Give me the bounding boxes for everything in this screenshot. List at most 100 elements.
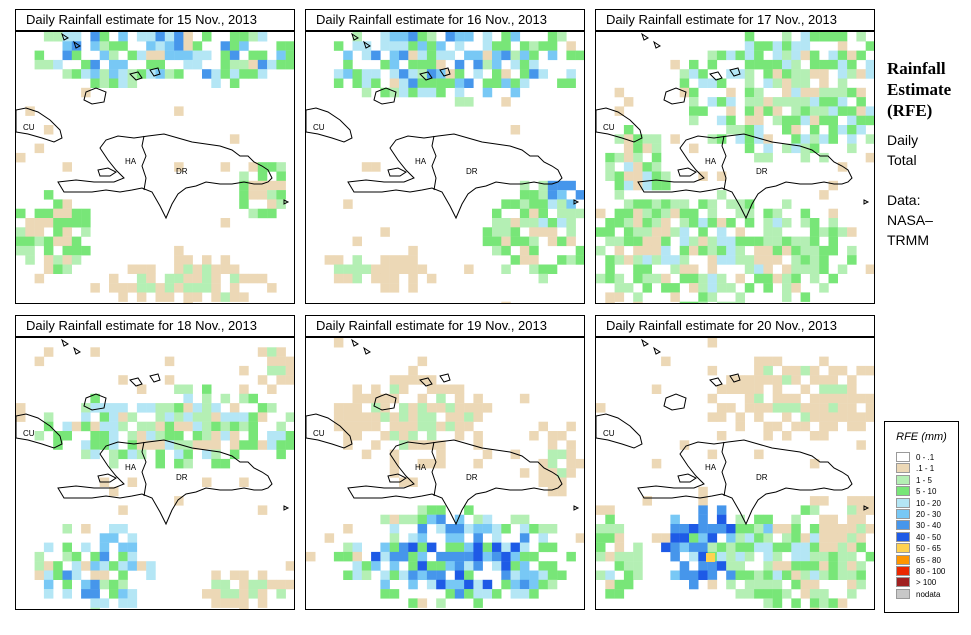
rainfall-cell (239, 393, 249, 404)
rainfall-cell (501, 561, 511, 571)
rainfall-cell (800, 264, 811, 274)
rainfall-cell (220, 162, 231, 172)
rainfall-cell (819, 78, 829, 88)
rainfall-cell (819, 283, 829, 293)
rainfall-cell (464, 524, 474, 534)
rainfall-cell (707, 273, 718, 284)
rainfall-cell (538, 524, 548, 534)
rainfall-cell (501, 570, 511, 580)
rainfall-cell (763, 106, 773, 116)
rainfall-cell (809, 561, 820, 571)
rainfall-cell (557, 449, 567, 460)
rainfall-cell (257, 589, 268, 599)
rainfall-cell (473, 524, 483, 534)
rainfall-cell (856, 412, 866, 422)
rainfall-cell (473, 589, 483, 599)
rainfall-cell (800, 69, 811, 79)
rainfall-cell (754, 356, 764, 367)
haiti-label: HA (415, 463, 427, 472)
rainfall-cell (239, 365, 249, 376)
rainfall-cell (248, 32, 258, 42)
rainfall-cell (670, 524, 680, 534)
rainfall-cell (62, 542, 72, 553)
legend-label: 80 - 100 (916, 567, 946, 576)
legend-label: .1 - 1 (916, 464, 935, 474)
rainfall-cell (211, 69, 221, 79)
rainfall-cell (819, 412, 829, 422)
rainfall-cell (698, 570, 708, 580)
rainfall-cell (71, 421, 82, 432)
rainfall-cell (819, 403, 829, 413)
legend-label: 10 - 20 (916, 498, 941, 508)
rainfall-cell (633, 292, 643, 302)
rainfall-cell (426, 87, 437, 98)
rainfall-cell (473, 542, 483, 553)
rainfall-cell (679, 255, 690, 265)
rainfall-cell (809, 245, 820, 256)
rainfall-cell (174, 458, 184, 469)
panel-title-17-nov: Daily Rainfall estimate for 17 Nov., 201… (595, 9, 875, 31)
rainfall-cell (408, 375, 418, 385)
rainfall-cell (763, 514, 773, 525)
rainfall-cell (605, 171, 615, 181)
rainfall-cell (81, 440, 91, 450)
rainfall-cell (501, 50, 511, 61)
rainfall-map-19-nov: CU HA DR (305, 337, 585, 610)
rainfall-cell (482, 41, 493, 51)
rainfall-cell (389, 32, 400, 42)
rainfall-cell (380, 412, 390, 422)
rainfall-cell (744, 87, 755, 98)
rainfall-cell (482, 59, 493, 70)
rainfall-cell (248, 589, 258, 599)
rainfall-cell (605, 589, 615, 599)
rainfall-cell (707, 579, 718, 590)
rainfall-cell (285, 59, 294, 70)
source-line: TRMM (887, 232, 929, 248)
rainfall-cell (118, 292, 128, 302)
rainfall-cell (192, 59, 203, 70)
rainfall-cell (454, 579, 465, 590)
rainfall-cell (642, 236, 652, 247)
rainfall-cell (16, 208, 26, 219)
rainfall-cell (352, 393, 362, 404)
rainfall-cell (847, 106, 857, 116)
legend-label: 0 - .1 (916, 453, 935, 462)
rainfall-cell (791, 41, 801, 51)
rainfall-cell (828, 227, 838, 237)
rainfall-cell (529, 589, 539, 599)
rainfall-cell (90, 421, 100, 432)
rainfall-cell (257, 412, 268, 422)
rainfall-cell (43, 245, 54, 256)
rainfall-cell (828, 59, 838, 70)
rainfall-cell (847, 570, 857, 580)
rainfall-cell (763, 143, 773, 154)
rainfall-cell (248, 180, 258, 191)
rainfall-cell (118, 412, 128, 422)
rainfall-cell (847, 561, 857, 571)
rainfall-cell (454, 551, 465, 562)
rainfall-cell (408, 50, 418, 61)
rainfall-cell (90, 41, 100, 51)
coastline (306, 107, 353, 143)
rainfall-cell (772, 273, 783, 284)
rainfall-cell (782, 87, 792, 98)
rainfall-cell (744, 115, 755, 126)
rainfall-cell (856, 561, 866, 571)
rainfall-cell (819, 393, 829, 404)
rainfall-cell (343, 264, 353, 274)
rainfall-cell (510, 542, 521, 553)
rainfall-cell (809, 393, 820, 404)
rainfall-cell (127, 264, 138, 274)
rainfall-cell (651, 171, 662, 181)
rainfall-cell (744, 143, 755, 154)
rainfall-cell (436, 421, 446, 432)
rainfall-cell (389, 570, 400, 580)
rainfall-cell (473, 579, 483, 590)
rainfall-cell (689, 570, 699, 580)
rainfall-cell (633, 542, 643, 553)
rainfall-cell (735, 236, 745, 247)
rainfall-cell (90, 69, 100, 79)
rainfall-cell (361, 561, 372, 571)
rainfall-cell (127, 533, 138, 543)
coastline (863, 505, 870, 511)
